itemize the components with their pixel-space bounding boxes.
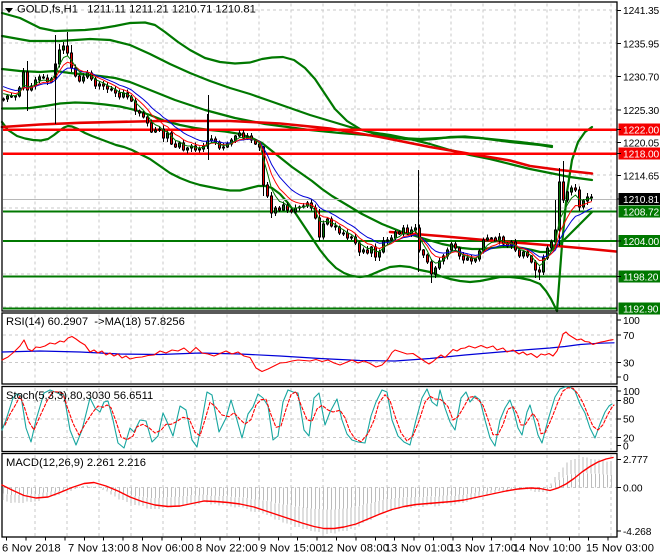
svg-text:0.00: 0.00 [623, 483, 643, 494]
svg-text:15 Nov 03:00: 15 Nov 03:00 [586, 543, 654, 555]
svg-text:1214.65: 1214.65 [623, 171, 660, 182]
svg-text:1230.70: 1230.70 [623, 72, 660, 83]
svg-text:8 Nov 06:00: 8 Nov 06:00 [132, 543, 194, 555]
svg-text:20: 20 [623, 433, 635, 444]
svg-text:0: 0 [623, 373, 629, 384]
svg-text:MACD(12,26,9) 2.261 2.216: MACD(12,26,9) 2.261 2.216 [6, 457, 146, 469]
svg-text:13 Nov 01:00: 13 Nov 01:00 [385, 543, 453, 555]
svg-text:Stoch(5,3,3),80,3030 56.6511: Stoch(5,3,3),80,3030 56.6511 [6, 390, 153, 402]
svg-text:1222.00: 1222.00 [623, 126, 660, 137]
svg-text:GOLD,fs,H1 1211.11 1211.21 1: GOLD,fs,H1 1211.11 1211.21 1210.71 1210.… [17, 4, 256, 16]
svg-text:100: 100 [623, 387, 640, 398]
svg-text:RSI(14) 60.2907 ->MA(18) 57.8: RSI(14) 60.2907 ->MA(18) 57.8256 [6, 316, 185, 328]
svg-text:7 Nov 13:00: 7 Nov 13:00 [68, 543, 130, 555]
svg-text:80: 80 [623, 396, 635, 407]
svg-text:6 Nov 2018: 6 Nov 2018 [2, 543, 61, 555]
svg-text:1192.90: 1192.90 [623, 305, 659, 316]
svg-text:-4.268: -4.268 [623, 527, 652, 538]
svg-text:12 Nov 08:00: 12 Nov 08:00 [321, 543, 389, 555]
svg-text:1208.72: 1208.72 [623, 208, 660, 219]
svg-text:1235.95: 1235.95 [623, 39, 660, 50]
svg-text:1241.35: 1241.35 [623, 6, 660, 17]
svg-text:100: 100 [623, 316, 640, 327]
svg-text:1220.05: 1220.05 [623, 138, 660, 149]
svg-text:30: 30 [623, 358, 635, 369]
svg-text:14 Nov 10:00: 14 Nov 10:00 [513, 543, 581, 555]
svg-text:2.777: 2.777 [623, 455, 648, 466]
svg-text:0: 0 [623, 441, 629, 452]
svg-text:1218.00: 1218.00 [623, 150, 660, 161]
svg-text:13 Nov 17:00: 13 Nov 17:00 [449, 543, 517, 555]
svg-text:1204.00: 1204.00 [623, 237, 660, 248]
svg-text:70: 70 [623, 331, 635, 342]
svg-text:1225.30: 1225.30 [623, 106, 660, 117]
svg-text:1210.81: 1210.81 [623, 195, 660, 206]
svg-text:8 Nov 22:00: 8 Nov 22:00 [196, 543, 258, 555]
svg-text:50: 50 [623, 415, 635, 426]
svg-text:9 Nov 15:00: 9 Nov 15:00 [260, 543, 322, 555]
svg-text:1198.20: 1198.20 [623, 273, 659, 284]
